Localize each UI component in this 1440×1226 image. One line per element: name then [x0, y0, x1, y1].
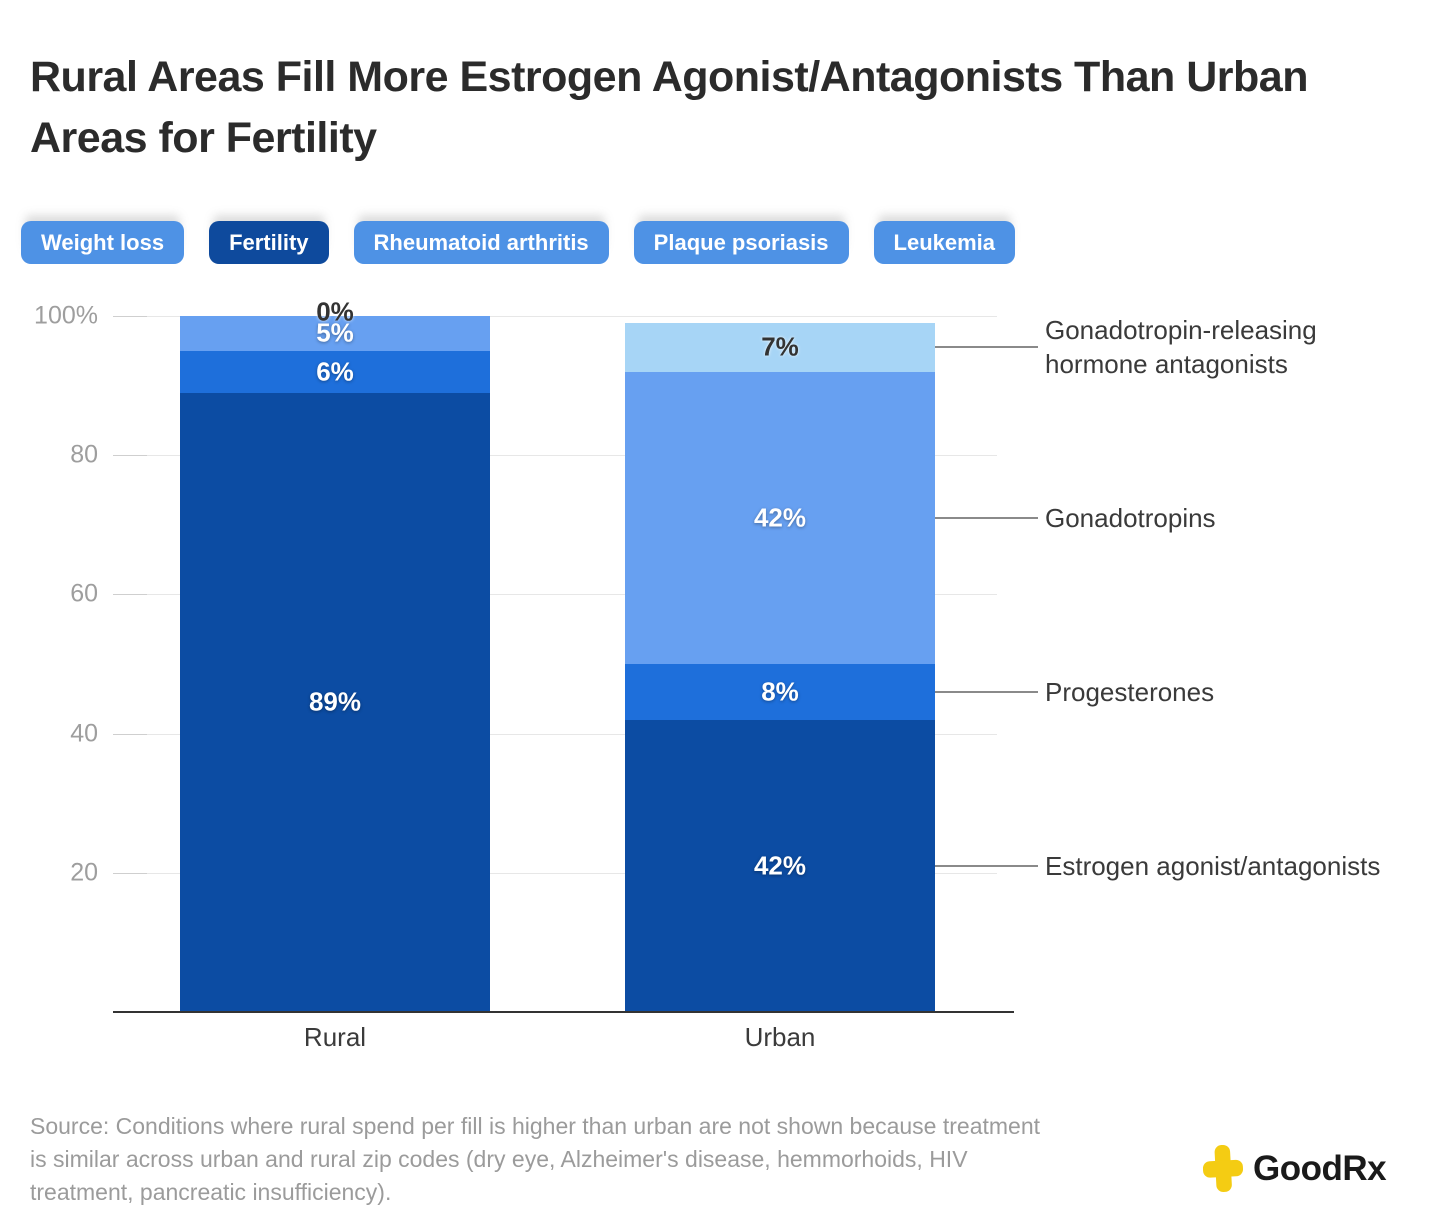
annotation-connector-estrogen-agonist-antagonists: [935, 864, 1038, 867]
segment-value-gonadotropin-releasing-hormone-antagonists-urban: 7%: [761, 331, 799, 362]
segment-value-estrogen-agonist-antagonists-urban: 42%: [753, 850, 807, 881]
tab-fertility[interactable]: Fertility: [209, 221, 329, 264]
y-axis-label-60: 60: [70, 579, 98, 608]
segment-progesterones-urban: [625, 664, 935, 720]
gridline-80: [113, 455, 997, 457]
tab-rheumatoid-arthritis[interactable]: Rheumatoid arthritis: [353, 221, 609, 264]
tab-weight-loss[interactable]: Weight loss: [21, 221, 185, 264]
annotation-label-estrogen-agonist-antagonists: Estrogen agonist/antagonists: [1045, 850, 1381, 881]
annotation-connector-gonadotropins: [935, 516, 1038, 519]
annotation-connector-progesterones: [935, 690, 1038, 693]
segment-estrogen-agonist-antagonists-rural: [180, 392, 490, 1012]
y-axis-label-20: 20: [70, 858, 98, 887]
gridline-20: [113, 872, 997, 874]
goodrx-plus-icon: [1202, 1144, 1244, 1194]
y-axis-label-80: 80: [70, 440, 98, 469]
annotation-label-gonadotropin-releasing-hormone-antagonists: Gonadotropin-releasing hormone antagonis…: [1045, 315, 1317, 380]
segment-value-progesterones-rural: 6%: [316, 356, 354, 387]
segment-gonadotropins-rural: [180, 316, 490, 351]
gridline-40: [113, 733, 997, 735]
segment-value-estrogen-agonist-antagonists-rural: 89%: [308, 686, 362, 717]
condition-tabs: Weight loss Fertility Rheumatoid arthritis…: [21, 221, 1016, 264]
source-line: is similar across urban and rural zip co…: [30, 1146, 968, 1172]
segment-progesterones-rural: [180, 350, 490, 393]
segment-value-gonadotropins-rural: 5%: [316, 317, 354, 348]
axis-tick-80: [113, 455, 147, 457]
segment-gonadotropins-urban: [625, 371, 935, 664]
goodrx-logo-text: GoodRx: [1253, 1149, 1387, 1188]
page-title: Rural Areas Fill More Estrogen Agonist/A…: [30, 52, 1308, 162]
x-axis-line: [113, 1011, 1014, 1013]
gridline-60: [113, 594, 997, 596]
y-axis-label-40: 40: [70, 719, 98, 748]
annotation-connector-gonadotropin-releasing-hormone-antagonists: [935, 346, 1038, 349]
gridline-100: [113, 316, 997, 317]
annotation-label-progesterones: Progesterones: [1045, 676, 1215, 707]
source-line: treatment, pancreatic insufficiency).: [30, 1179, 392, 1205]
axis-tick-40: [113, 733, 147, 735]
x-axis-label-urban: Urban: [744, 1022, 816, 1052]
axis-tick-60: [113, 594, 147, 596]
segment-estrogen-agonist-antagonists-urban: [625, 719, 935, 1012]
y-axis-label-100: 100%: [34, 301, 98, 330]
segment-value-gonadotropins-urban: 42%: [753, 502, 807, 533]
axis-tick-100: [113, 316, 147, 317]
segment-value-progesterones-urban: 8%: [761, 676, 799, 707]
axis-tick-20: [113, 872, 147, 874]
goodrx-logo: GoodRx: [1202, 1144, 1387, 1194]
tab-plaque-psoriasis[interactable]: Plaque psoriasis: [633, 221, 849, 264]
segment-value-gonadotropin-releasing-hormone-antagonists-rural: 0%: [316, 296, 354, 327]
source-line: Source: Conditions where rural spend per…: [30, 1113, 1041, 1139]
tab-leukemia[interactable]: Leukemia: [873, 221, 1016, 264]
source-note: Source: Conditions where rural spend per…: [30, 1110, 1180, 1209]
annotation-label-gonadotropins: Gonadotropins: [1045, 502, 1216, 533]
x-axis-label-rural: Rural: [303, 1022, 367, 1052]
segment-gonadotropin-releasing-hormone-antagonists-urban: [625, 322, 935, 372]
